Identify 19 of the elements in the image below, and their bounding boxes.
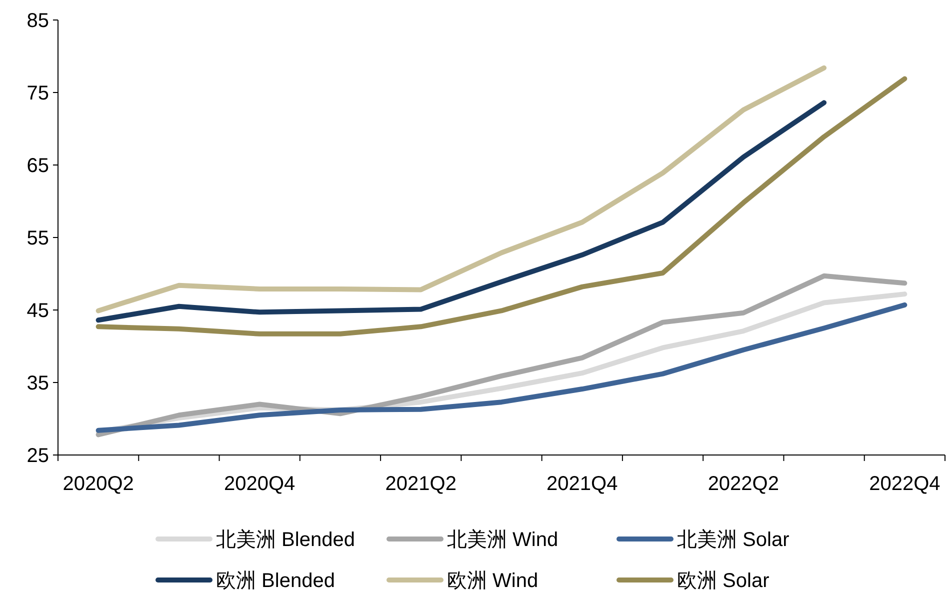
x-tick-label: 2020Q4 — [224, 473, 296, 495]
y-tick-label: 75 — [26, 82, 49, 104]
legend-label: 欧洲 Solar — [677, 570, 770, 592]
x-tick-label: 2020Q2 — [62, 473, 134, 495]
x-tick-label: 2022Q4 — [869, 473, 940, 495]
x-tick-label: 2021Q4 — [546, 473, 618, 495]
y-tick-label: 35 — [26, 372, 49, 394]
x-tick-label: 2022Q2 — [708, 473, 779, 495]
y-tick-label: 85 — [26, 10, 49, 32]
legend-label: 北美洲 Blended — [216, 528, 355, 551]
legend-label: 北美洲 Solar — [677, 528, 790, 551]
y-tick-label: 25 — [26, 445, 49, 467]
x-tick-label: 2021Q2 — [385, 473, 456, 495]
legend-label: 欧洲 Blended — [216, 570, 335, 592]
legend-label: 欧洲 Wind — [447, 570, 538, 592]
legend-label: 北美洲 Wind — [447, 528, 558, 551]
y-tick-label: 55 — [26, 228, 49, 250]
y-tick-label: 45 — [26, 300, 49, 322]
y-tick-label: 65 — [26, 155, 49, 177]
